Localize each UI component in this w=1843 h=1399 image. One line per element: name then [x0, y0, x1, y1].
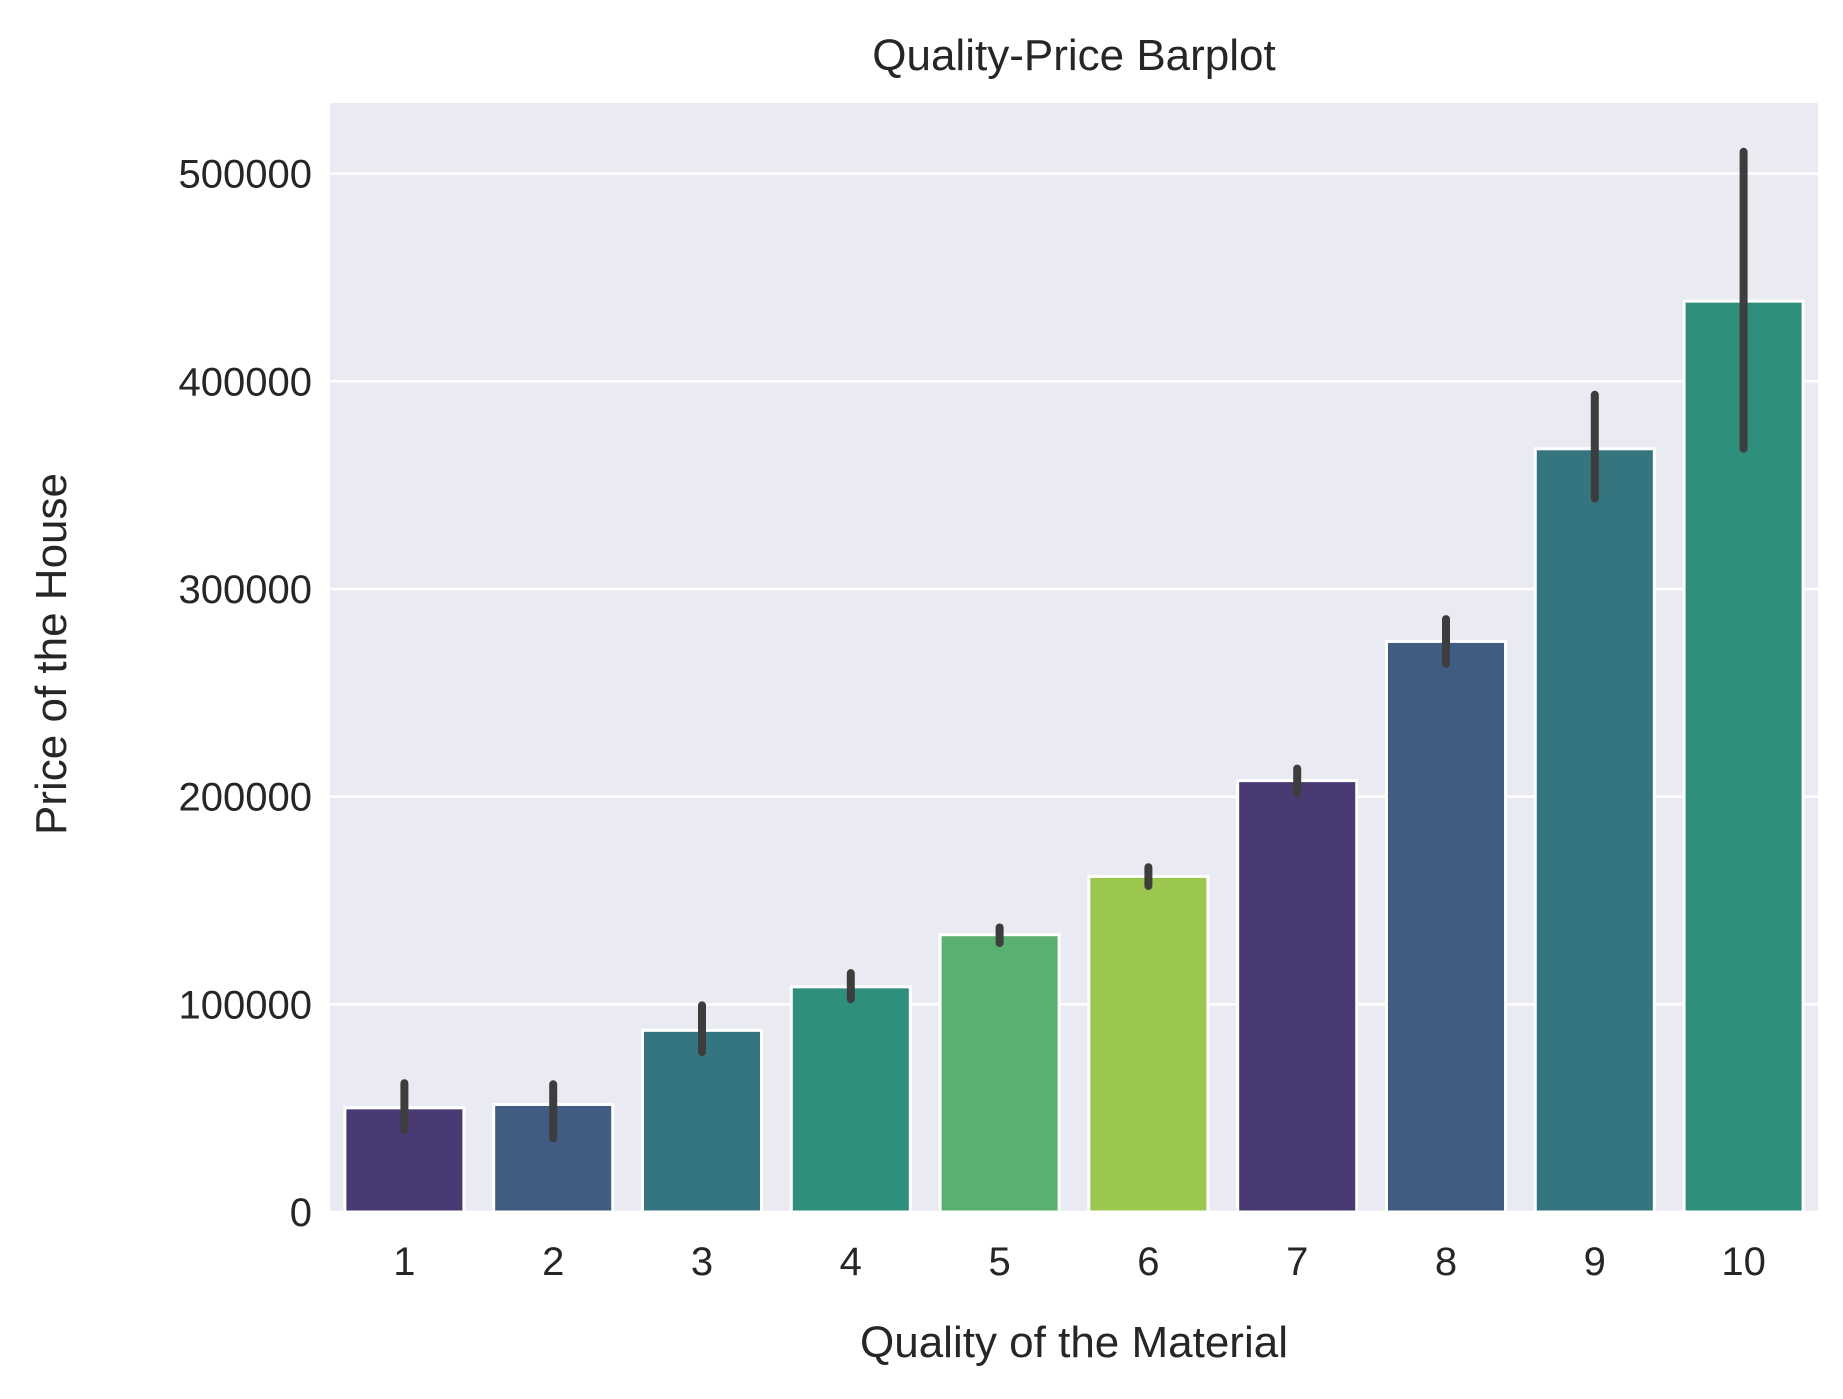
y-axis-ticks: 0 100000 200000 300000 400000 500000: [179, 153, 312, 1235]
bars: [343, 299, 1805, 1214]
x-tick-label: 5: [988, 1240, 1010, 1284]
y-tick-label: 500000: [179, 153, 312, 197]
x-tick-label: 1: [393, 1240, 415, 1284]
y-tick-label: 200000: [179, 776, 312, 820]
x-tick-label: 8: [1435, 1240, 1457, 1284]
x-tick-label: 3: [691, 1240, 713, 1284]
bar-9: [1533, 447, 1656, 1214]
x-tick-label: 4: [840, 1240, 862, 1284]
x-tick-label: 7: [1286, 1240, 1308, 1284]
y-tick-label: 300000: [179, 568, 312, 612]
bar-4: [789, 985, 912, 1214]
chart-title: Quality-Price Barplot: [872, 31, 1275, 80]
y-tick-label: 400000: [179, 360, 312, 404]
bar-3: [640, 1028, 764, 1214]
bar-7: [1236, 779, 1359, 1214]
x-axis-ticks: 1 2 3 4 5 6 7 8 9 10: [393, 1240, 1766, 1284]
x-axis-label: Quality of the Material: [860, 1318, 1288, 1367]
x-tick-label: 10: [1721, 1240, 1766, 1284]
x-tick-label: 6: [1137, 1240, 1159, 1284]
y-tick-label: 100000: [179, 983, 312, 1027]
x-tick-label: 9: [1584, 1240, 1606, 1284]
bar-10: [1682, 299, 1805, 1214]
y-tick-label: 0: [290, 1191, 312, 1235]
x-tick-label: 2: [542, 1240, 564, 1284]
bar-6: [1087, 874, 1210, 1214]
bar-5: [938, 933, 1061, 1214]
y-axis-label: Price of the House: [27, 473, 76, 835]
bar-8: [1384, 639, 1508, 1214]
error-bars: [400, 147, 1748, 1143]
